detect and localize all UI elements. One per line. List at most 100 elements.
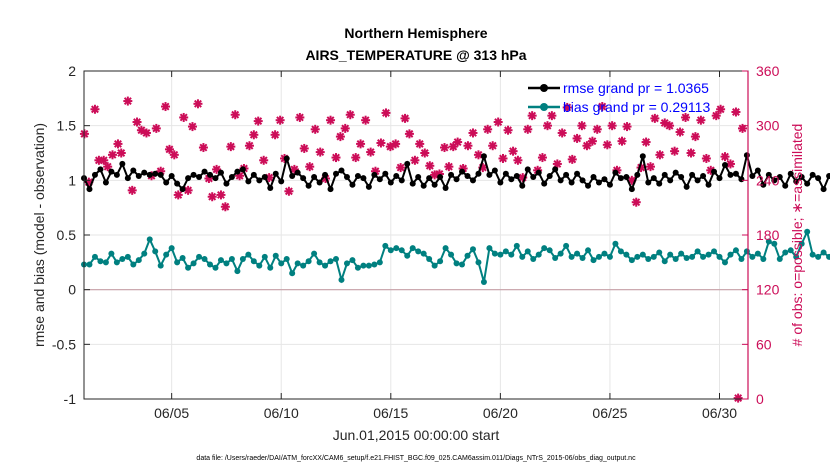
obs-point-stroke [300,144,309,153]
obs-point-stroke [721,152,729,161]
obs-point-stroke [453,138,462,147]
bias-point [809,251,816,258]
rmse-point [541,180,548,187]
bias-point [634,253,641,260]
obs-point-stroke [290,165,299,174]
rmse-point [327,186,334,193]
obs-point-stroke [563,103,572,112]
bias-point [349,257,356,264]
bias-point [354,264,361,271]
obs-point-stroke [558,129,567,137]
obs-point-stroke [170,150,179,159]
y-tick-label: 1 [68,172,76,188]
bias-point [102,259,109,266]
bias-point [119,256,126,263]
y-tick-label: 2 [68,63,76,79]
rmse-point [732,170,739,177]
obs-point-stroke [513,156,522,165]
rmse-point [815,175,822,182]
bias-point [426,256,433,263]
bias-point [234,268,241,275]
bias-point [289,270,296,277]
obs-point [597,102,607,112]
rmse-point [431,181,438,188]
obs-point [410,155,420,165]
obs-point [351,153,361,163]
bias-point [223,260,230,267]
bias-point [305,258,312,265]
bias-point [283,256,290,263]
obs-point [90,104,100,114]
obs-point [523,124,533,134]
obs-point [444,162,454,172]
rmse-point [102,179,109,186]
rmse-point [738,176,745,183]
obs-point [425,161,435,171]
rmse-point [415,174,422,181]
rmse-point [343,174,350,181]
obs-point-stroke [99,156,108,165]
rmse-point [349,181,356,188]
rmse-point [437,174,444,181]
rmse-point [574,170,581,177]
obs-point-stroke [702,154,711,163]
rmse-point [595,179,602,186]
obs-point [404,129,414,139]
obs-point [439,143,449,153]
rmse-point [272,170,279,177]
rmse-point [760,181,767,188]
obs-point [547,111,557,121]
obs-point-stroke [603,140,612,149]
obs-point-stroke [326,116,335,125]
obs-point [716,104,726,114]
bias-point [557,250,564,257]
obs-point-stroke [538,153,547,162]
y2-tick-label: 60 [756,336,772,352]
rmse-point [376,176,383,183]
rmse-point [634,171,641,178]
bias-point [475,259,482,266]
rmse-point [721,162,728,169]
obs-point-stroke [259,156,268,165]
obs-point-stroke [504,126,512,135]
obs-point-stroke [114,139,122,148]
rmse-point [705,181,712,188]
bias-point [185,264,192,271]
bias-point [327,258,334,265]
obs-point-stroke [174,190,183,199]
obs-point [527,111,537,121]
rmse-point [711,168,718,175]
obs-point [537,153,547,163]
rmse-point [568,179,575,186]
obs-point-stroke [271,130,280,139]
bias-point [245,251,252,258]
bias-point [721,259,728,266]
x-tick-label: 06/05 [154,405,189,421]
obs-point [299,143,309,153]
obs-point [587,136,597,146]
rmse-point [250,171,257,178]
rmse-point [245,178,252,185]
obs-point [141,128,151,138]
obs-point-stroke [681,113,690,122]
bias-point [398,247,405,254]
bias-point [590,257,597,264]
rmse-point [645,179,652,186]
obs-point [151,123,161,133]
obs-point-stroke [165,145,174,154]
legend: rmse grand pr = 1.0365 bias grand pr = 0… [528,80,710,115]
obs-point-stroke [665,121,674,130]
bias-point [595,253,602,260]
bias-point [765,238,772,245]
obs-point-stroke [716,105,725,114]
rmse-point [579,177,586,184]
rmse-point [793,178,800,185]
obs-point-stroke [410,156,419,165]
rmse-point [557,177,564,184]
obs-point [670,146,680,156]
obs-point [641,137,651,147]
obs-point [498,153,508,163]
obs-point [366,147,376,157]
bias-point [743,248,750,255]
bias-point [300,262,307,269]
